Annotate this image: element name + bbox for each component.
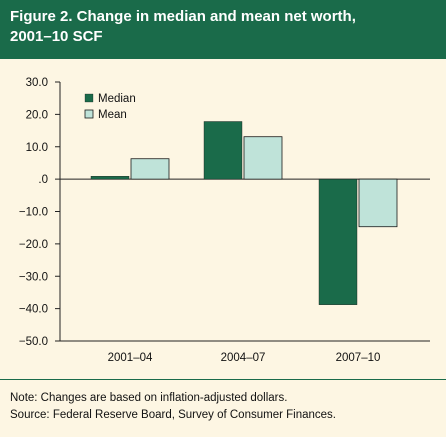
y-tick-label: −30.0 [19, 271, 48, 283]
y-tick-label: −50.0 [19, 336, 48, 348]
figure-source: Source: Federal Reserve Board, Survey of… [10, 409, 336, 421]
y-tick-label: −40.0 [19, 304, 48, 316]
bar-chart: 30.0 20.0 10.0 .0 −10.0 −20.0 −30.0 −40.0 −50.0 2… [19, 77, 430, 364]
mean-bar [130, 158, 170, 180]
mean-bar [243, 136, 283, 180]
legend-label: Mean [98, 109, 127, 121]
chart-area: 30.0 20.0 10.0 .0 −10.0 −20.0 −30.0 −40.0 −50.0 2… [0, 59, 446, 377]
figure-note: Note: Changes are based on inflation-adj… [10, 392, 288, 404]
y-tick-label: .0 [38, 174, 48, 186]
y-tick-label: −20.0 [19, 239, 48, 251]
legend-swatch [84, 93, 94, 103]
x-category-label: 2007–10 [336, 352, 381, 364]
figure-footer: Note: Changes are based on inflation-adj… [0, 379, 446, 437]
figure-title-line1: Figure 2. Change in median and mean net … [10, 8, 356, 25]
y-tick-label: 10.0 [26, 142, 48, 154]
y-tick-label: 20.0 [26, 109, 48, 121]
x-category-label: 2004–07 [221, 352, 266, 364]
mean-bar [358, 178, 398, 228]
figure-title-line2: 2001–10 SCF [10, 28, 103, 45]
legend-label: Median [98, 93, 136, 105]
y-tick-label: 30.0 [26, 77, 48, 89]
legend-swatch [84, 109, 94, 119]
median-bar [90, 176, 130, 180]
figure-header: Figure 2. Change in median and mean net … [0, 0, 446, 59]
x-category-label: 2001–04 [108, 352, 153, 364]
y-tick-label: −10.0 [19, 207, 48, 219]
median-bar [318, 178, 358, 305]
median-bar [203, 121, 243, 180]
